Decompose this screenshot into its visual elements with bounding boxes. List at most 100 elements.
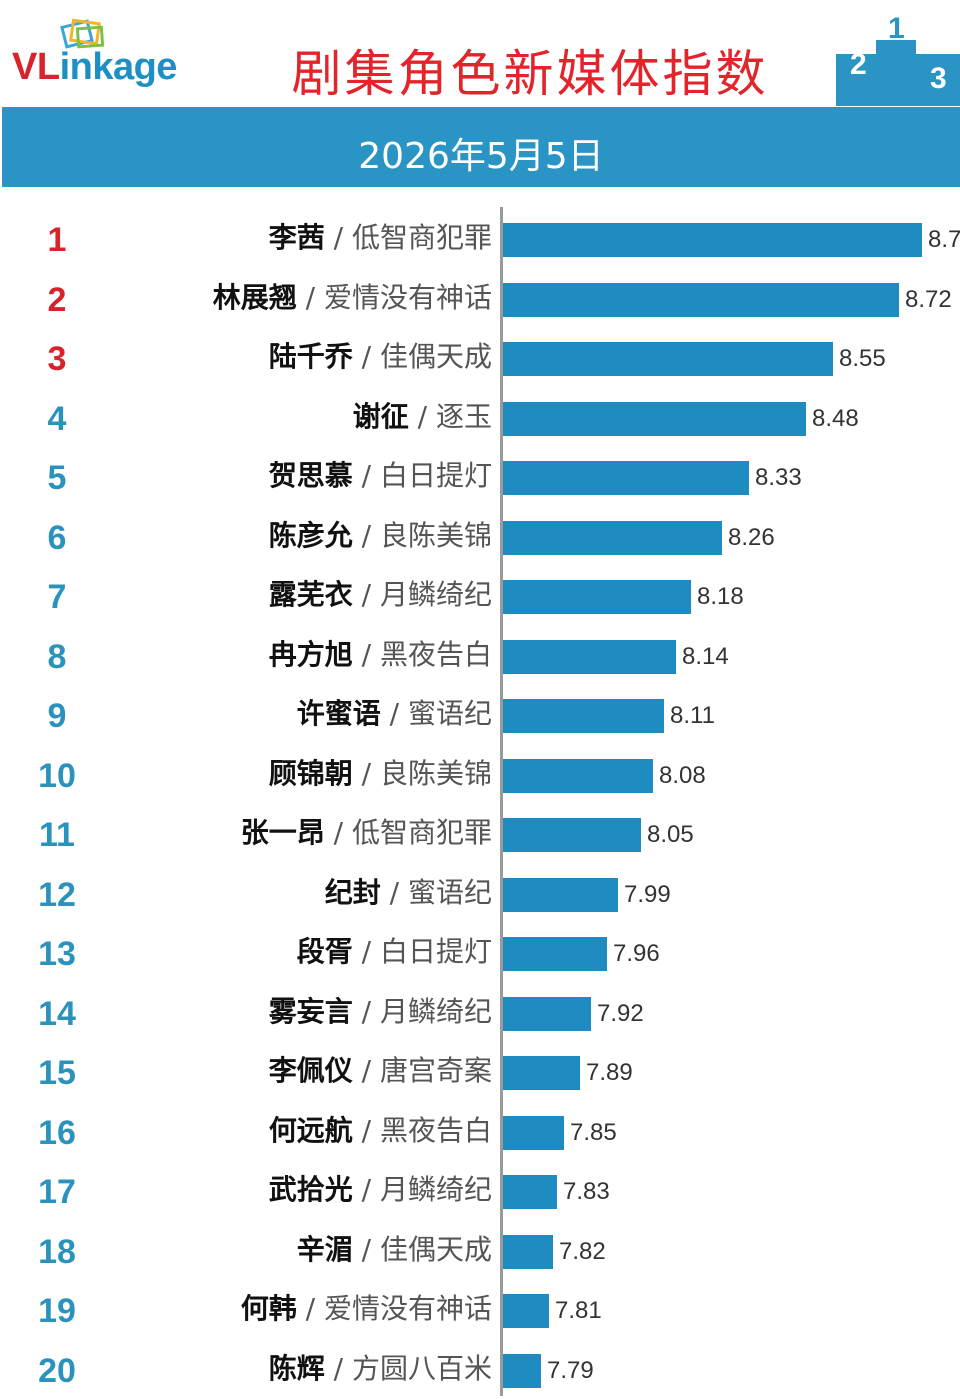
character-name: 林展翘 — [212, 280, 297, 314]
chart-row: 5 贺思慕 / 白日提灯 8.33 — [0, 447, 960, 506]
bar — [503, 1294, 549, 1328]
character-name: 武拾光 — [268, 1173, 353, 1206]
date-label: 2026年5月5日 — [358, 136, 604, 177]
rank-label: 4 — [47, 399, 67, 438]
value-label: 7.82 — [559, 1237, 606, 1265]
chart-row: 7 露芜衣 / 月鳞绮纪 8.18 — [0, 566, 960, 625]
category-label: 谢征 / 逐玉 — [353, 400, 492, 434]
drama-name: 月鳞绮纪 — [379, 578, 492, 611]
character-name: 段胥 — [296, 935, 353, 968]
bar — [503, 223, 922, 257]
chart-row: 18 辛湄 / 佳偶天成 7.82 — [0, 1221, 960, 1280]
value-label: 8.48 — [812, 404, 859, 432]
chart-row: 12 纪封 / 蜜语纪 7.99 — [0, 864, 960, 923]
value-label: 8.33 — [755, 464, 802, 491]
rank-label: 13 — [38, 935, 76, 973]
character-name: 雾妄言 — [268, 994, 353, 1028]
rank-label: 19 — [38, 1292, 76, 1330]
rank-label: 16 — [38, 1113, 76, 1152]
drama-name: 黑夜告白 — [379, 637, 492, 671]
logo-text-prefix: VL — [12, 46, 60, 88]
vlinkage-logo: VLinkage — [12, 14, 222, 94]
character-name: 谢征 — [352, 399, 409, 433]
bar — [503, 342, 833, 376]
category-label: 段胥 / 白日提灯 — [297, 935, 492, 969]
character-name: 许蜜语 — [296, 697, 381, 730]
character-name: 辛湄 — [296, 1232, 353, 1266]
drama-name: 白日提灯 — [379, 935, 492, 968]
value-label: 7.89 — [586, 1059, 633, 1086]
drama-name: 白日提灯 — [379, 459, 492, 492]
rank-label: 17 — [38, 1173, 76, 1211]
separator: / — [352, 756, 380, 790]
bar — [503, 937, 607, 971]
category-label: 贺思慕 / 白日提灯 — [269, 459, 492, 493]
separator: / — [324, 221, 352, 254]
character-name: 李茜 — [268, 221, 325, 254]
separator: / — [352, 994, 380, 1028]
separator: / — [352, 518, 380, 552]
chart-row: 13 段胥 / 白日提灯 7.96 — [0, 923, 960, 982]
drama-name: 佳偶天成 — [379, 340, 492, 373]
separator: / — [296, 280, 324, 314]
header: VLinkage 剧集角色新媒体指数 2 1 3 — [0, 0, 960, 106]
category-label: 林展翘 / 爱情没有神话 — [213, 281, 492, 315]
value-label: 7.96 — [613, 940, 660, 967]
category-label: 何远航 / 黑夜告白 — [269, 1114, 492, 1148]
bar — [503, 401, 806, 436]
separator: / — [352, 459, 380, 492]
drama-name: 爱情没有神话 — [323, 1292, 492, 1325]
character-name: 顾锦朝 — [268, 756, 353, 790]
bar — [503, 996, 591, 1031]
chart-row: 14 雾妄言 / 月鳞绮纪 7.92 — [0, 983, 960, 1042]
drama-name: 唐宫奇案 — [379, 1054, 492, 1087]
separator: / — [352, 578, 380, 611]
value-label: 7.99 — [624, 880, 671, 908]
podium-label-3: 3 — [930, 62, 947, 95]
separator: / — [296, 1292, 324, 1325]
character-name: 冉方旭 — [268, 637, 353, 671]
category-label: 顾锦朝 / 良陈美锦 — [269, 757, 492, 791]
chart-row: 8 冉方旭 / 黑夜告白 8.14 — [0, 626, 960, 685]
rank-label: 12 — [38, 875, 76, 914]
podium-label-2: 2 — [850, 48, 867, 81]
value-label: 7.83 — [563, 1178, 610, 1205]
bar — [503, 1175, 557, 1209]
character-name: 何韩 — [240, 1292, 297, 1325]
category-label: 许蜜语 / 蜜语纪 — [297, 697, 492, 731]
bar — [503, 520, 722, 555]
separator: / — [380, 875, 408, 909]
character-name: 陈辉 — [268, 1351, 325, 1385]
bar — [503, 639, 676, 674]
drama-name: 良陈美锦 — [379, 756, 492, 790]
rank-label: 8 — [47, 637, 67, 676]
drama-name: 低智商犯罪 — [351, 221, 492, 254]
character-name: 陆千乔 — [268, 340, 353, 373]
value-label: 8.78 — [928, 226, 960, 253]
category-label: 李茜 / 低智商犯罪 — [269, 221, 492, 255]
category-label: 纪封 / 蜜语纪 — [325, 876, 492, 910]
rank-label: 9 — [47, 697, 67, 735]
category-label: 陈辉 / 方圆八百米 — [269, 1352, 492, 1386]
drama-name: 方圆八百米 — [351, 1351, 492, 1385]
category-label: 陆千乔 / 佳偶天成 — [269, 340, 492, 374]
rank-label: 20 — [38, 1351, 76, 1390]
drama-name: 蜜语纪 — [407, 875, 492, 909]
bar — [503, 580, 691, 614]
logo-text-suffix: inkage — [59, 46, 178, 88]
rank-label: 18 — [38, 1232, 76, 1271]
value-label: 8.72 — [905, 285, 952, 313]
podium-icon: 2 1 3 — [836, 14, 960, 106]
bar — [503, 818, 641, 852]
value-label: 8.55 — [839, 345, 886, 372]
chart-row: 11 张一昂 / 低智商犯罪 8.05 — [0, 804, 960, 863]
rank-label: 1 — [47, 221, 67, 259]
separator: / — [324, 1351, 352, 1385]
chart-row: 17 武拾光 / 月鳞绮纪 7.83 — [0, 1161, 960, 1220]
rank-label: 2 — [47, 280, 67, 319]
rank-label: 14 — [38, 994, 76, 1033]
category-label: 何韩 / 爱情没有神话 — [241, 1292, 492, 1326]
chart-row: 9 许蜜语 / 蜜语纪 8.11 — [0, 685, 960, 744]
rank-label: 7 — [47, 578, 67, 616]
logo-mark-icon — [60, 18, 105, 49]
